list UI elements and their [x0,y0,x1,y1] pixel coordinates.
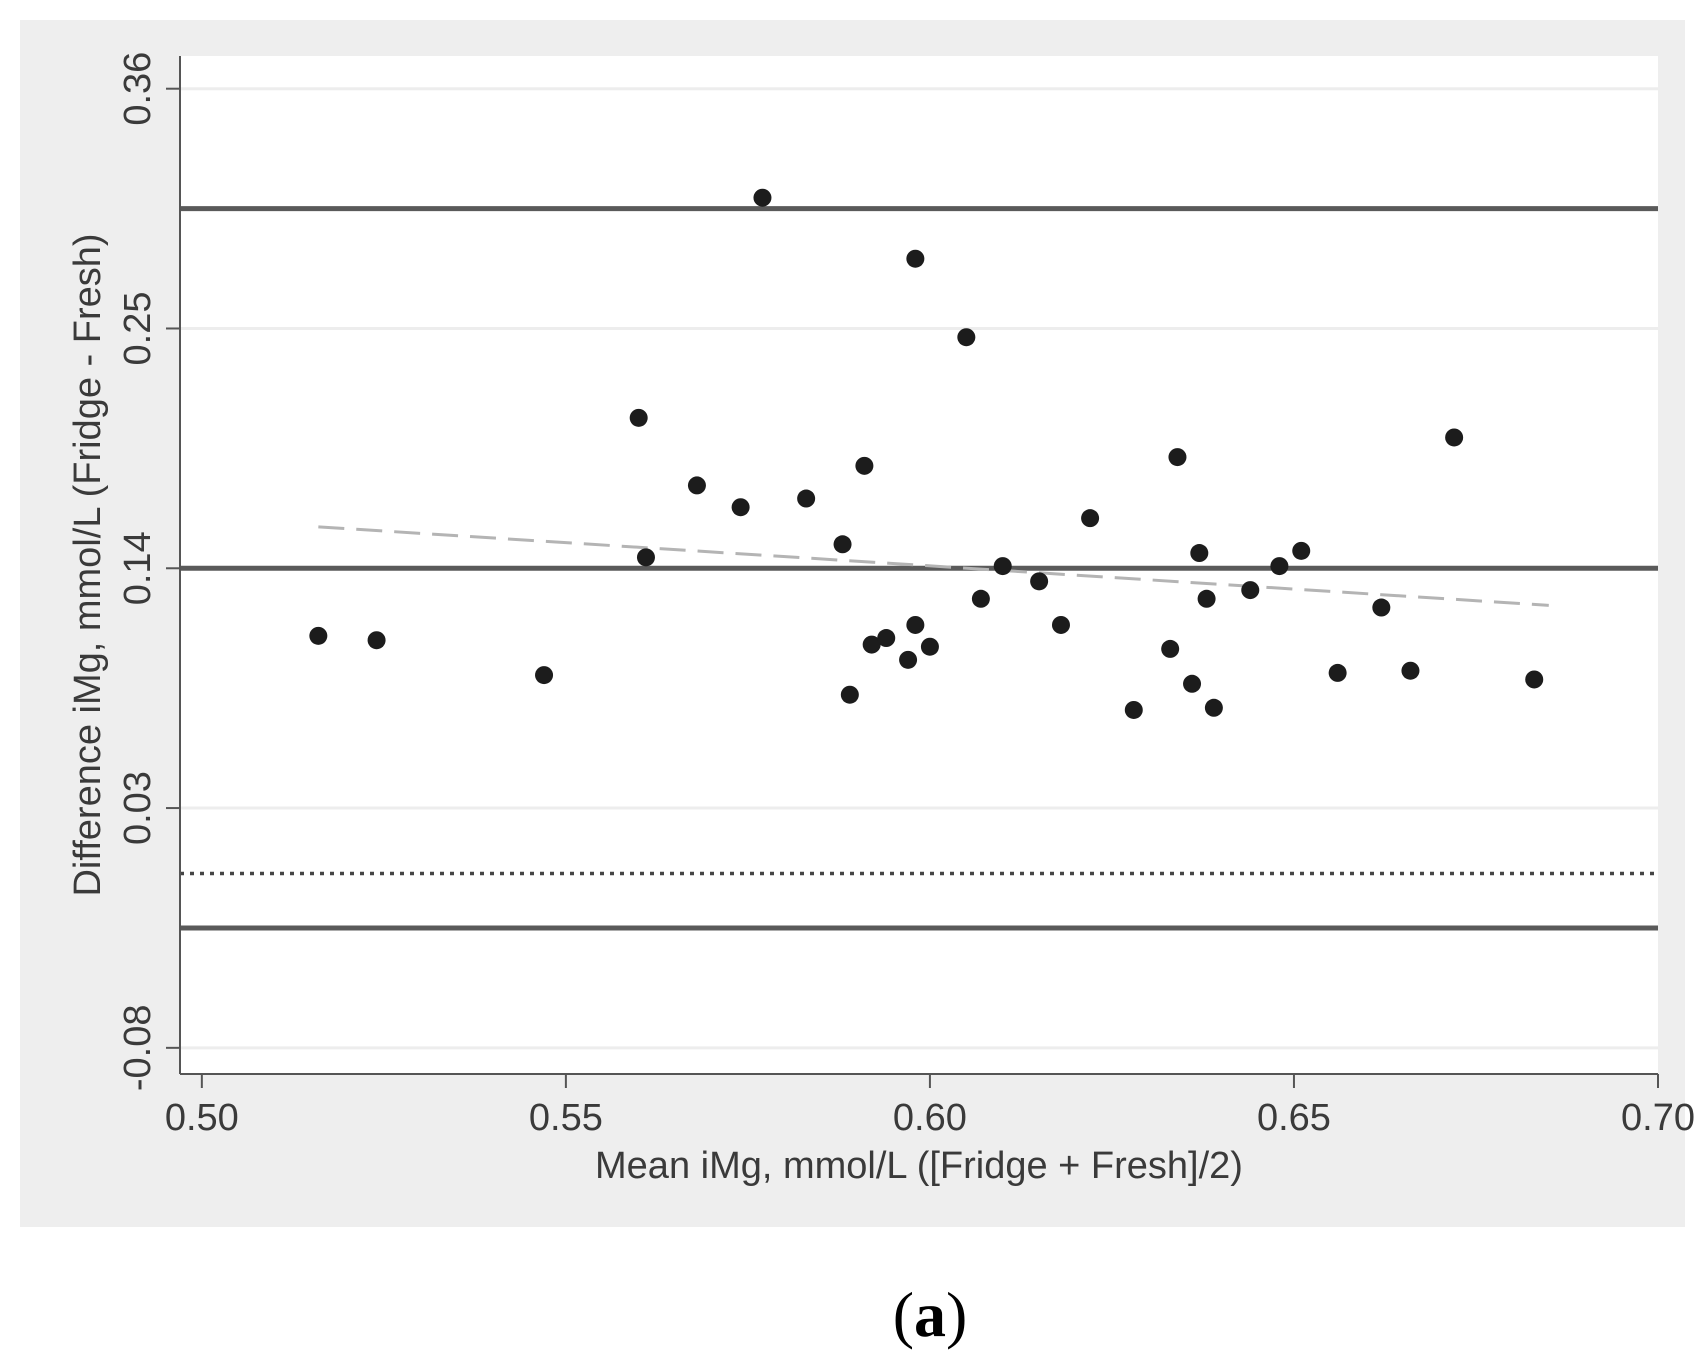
x-tick-label-2: 0.60 [893,1097,967,1139]
data-point-5 [687,476,706,495]
data-point-31 [1241,581,1260,600]
data-point-26 [1168,448,1187,467]
data-point-6 [731,498,750,517]
data-point-4 [636,548,655,567]
data-point-8 [797,489,816,508]
data-point-38 [1525,670,1544,689]
trend-line-group [318,525,1549,607]
data-point-19 [971,589,990,608]
data-point-7 [753,188,772,207]
data-point-12 [862,635,881,654]
data-point-35 [1372,598,1391,617]
data-point-14 [899,650,918,669]
data-point-33 [1292,541,1311,560]
x-tick-label-4: 0.70 [1621,1097,1695,1139]
data-point-10 [840,685,859,704]
panel-label: (a) [893,1279,968,1350]
data-point-13 [877,629,896,648]
reference-lines [180,206,1658,931]
panel-label-close: ) [946,1279,967,1350]
x-tick-label-0: 0.50 [165,1097,239,1139]
data-points [309,188,1544,719]
data-point-3 [629,408,648,427]
data-point-23 [1081,509,1100,528]
data-point-24 [1124,700,1143,719]
y-tick-label-3: 0.25 [117,291,159,365]
y-axis-ticks: -0.08 0.03 0.14 0.25 0.36 [117,52,180,1091]
data-point-25 [1161,639,1180,658]
data-point-2 [535,666,554,685]
x-axis-title: Mean iMg, mmol/L ([Fridge + Fresh]/2) [595,1145,1243,1187]
data-point-22 [1051,615,1070,634]
data-point-16 [906,249,925,268]
data-point-37 [1445,428,1464,447]
data-point-9 [833,535,852,554]
data-point-18 [957,328,976,347]
y-tick-label-2: 0.14 [117,531,159,605]
data-point-29 [1197,589,1216,608]
x-tick-label-3: 0.65 [1257,1097,1331,1139]
trend-line [318,525,1549,607]
x-axis-ticks: 0.50 0.55 0.60 0.65 0.70 [165,1074,1695,1139]
data-point-17 [920,637,939,656]
data-point-15 [906,615,925,634]
data-point-0 [309,626,328,645]
y-tick-label-0: -0.08 [117,1005,159,1092]
panel-label-open: ( [893,1279,914,1350]
axes [179,56,1658,1075]
data-point-34 [1328,663,1347,682]
data-point-36 [1401,661,1420,680]
y-tick-label-4: 0.36 [117,52,159,126]
y-tick-label-1: 0.03 [117,771,159,845]
data-point-32 [1270,557,1289,576]
data-point-11 [855,456,874,475]
data-point-20 [993,557,1012,576]
data-point-27 [1183,674,1202,693]
panel-label-letter: a [914,1279,946,1350]
data-point-28 [1190,544,1209,563]
data-point-1 [367,631,386,650]
y-axis-title: Difference iMg, mmol/L (Fridge - Fresh) [67,233,109,896]
data-point-30 [1204,698,1223,717]
data-point-21 [1030,572,1049,591]
plot-area [180,56,1658,1074]
x-tick-label-1: 0.55 [529,1097,603,1139]
